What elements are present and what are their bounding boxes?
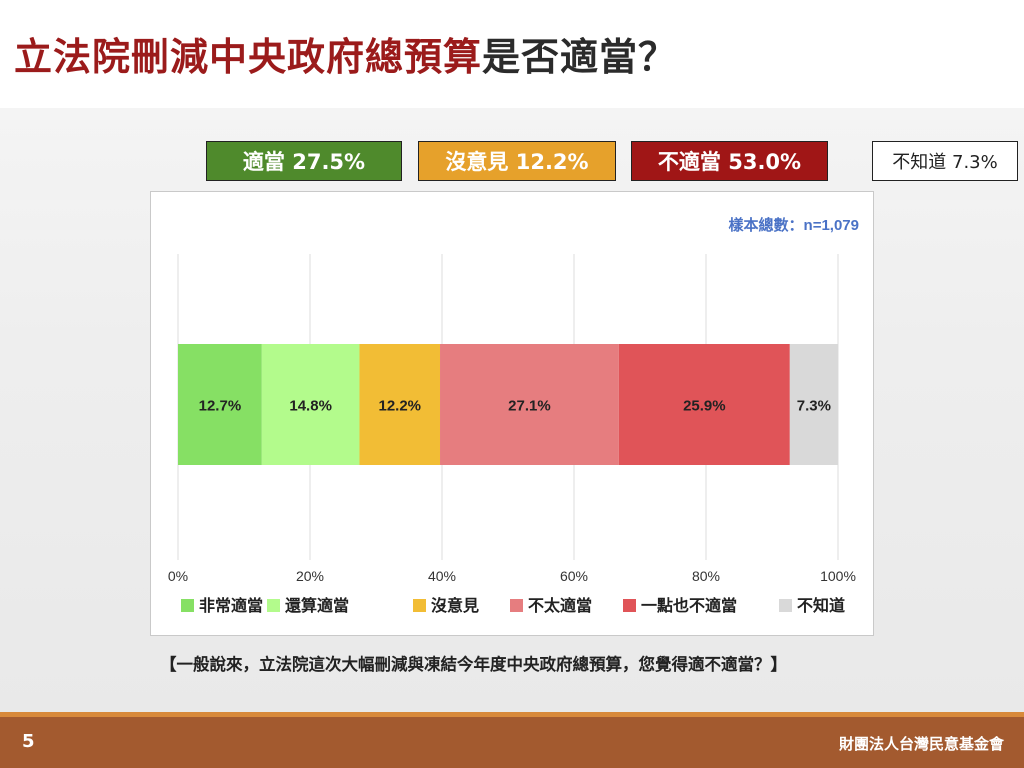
summary-no-opinion-box: 沒意見 12.2% — [418, 141, 616, 181]
legend-label: 還算適當 — [285, 596, 349, 615]
x-tick-label: 20% — [296, 568, 324, 584]
footer-accent-line — [0, 712, 1024, 717]
legend-label: 一點也不適當 — [641, 596, 737, 615]
summary-appropriate-box: 適當 27.5% — [206, 141, 402, 181]
stacked-bar-chart: 樣本總數：n=1,079 0% 20% 40% 60% 80% 100% 12.7% 14.8%… — [168, 216, 859, 615]
x-tick-label: 100% — [820, 568, 856, 584]
legend-swatch — [510, 599, 523, 612]
summary-unknown-box: 不知道 7.3% — [872, 141, 1018, 181]
legend-label: 不太適當 — [528, 596, 592, 615]
legend-swatch — [779, 599, 792, 612]
bar-segment — [789, 344, 838, 465]
data-label: 25.9% — [683, 398, 726, 415]
x-tick-label: 40% — [428, 568, 456, 584]
legend-swatch — [181, 599, 194, 612]
bar-segment — [618, 344, 790, 465]
legend-label: 沒意見 — [431, 596, 479, 615]
data-label: 12.7% — [199, 398, 242, 415]
data-label: 14.8% — [289, 398, 332, 415]
x-tick-label: 80% — [692, 568, 720, 584]
title-main: 立法院刪減中央政府總預算 — [14, 35, 483, 79]
legend-swatch — [413, 599, 426, 612]
page-title: 立法院刪減中央政府總預算是否適當？ — [14, 26, 677, 81]
page-number: 5 — [22, 731, 35, 752]
bar-segment — [178, 344, 262, 465]
legend-swatch — [623, 599, 636, 612]
data-label: 7.3% — [797, 398, 831, 415]
bar-segment — [359, 344, 441, 465]
footer-bar: 5 財團法人台灣民意基金會 — [0, 717, 1024, 768]
title-question: 是否適當？ — [482, 35, 678, 79]
summary-inappropriate-box: 不適當 53.0% — [631, 141, 828, 181]
organization-name: 財團法人台灣民意基金會 — [838, 735, 1004, 753]
sample-size-note: 樣本總數：n=1,079 — [729, 216, 859, 234]
bar-segment — [261, 344, 360, 465]
x-tick-label: 60% — [560, 568, 588, 584]
legend-label: 不知道 — [797, 596, 845, 615]
data-label: 12.2% — [378, 398, 421, 415]
legend-swatch — [267, 599, 280, 612]
x-tick-label: 0% — [168, 568, 188, 584]
chart-panel: 樣本總數：n=1,079 0% 20% 40% 60% 80% 100% 12.7% 14.8%… — [150, 191, 874, 636]
legend-label: 非常適當 — [199, 596, 263, 615]
bar-segment — [440, 344, 619, 465]
data-label: 27.1% — [508, 398, 551, 415]
survey-question: 【一般說來，立法院這次大幅刪減與凍結今年度中央政府總預算，您覺得適不適當？】 — [160, 655, 787, 674]
